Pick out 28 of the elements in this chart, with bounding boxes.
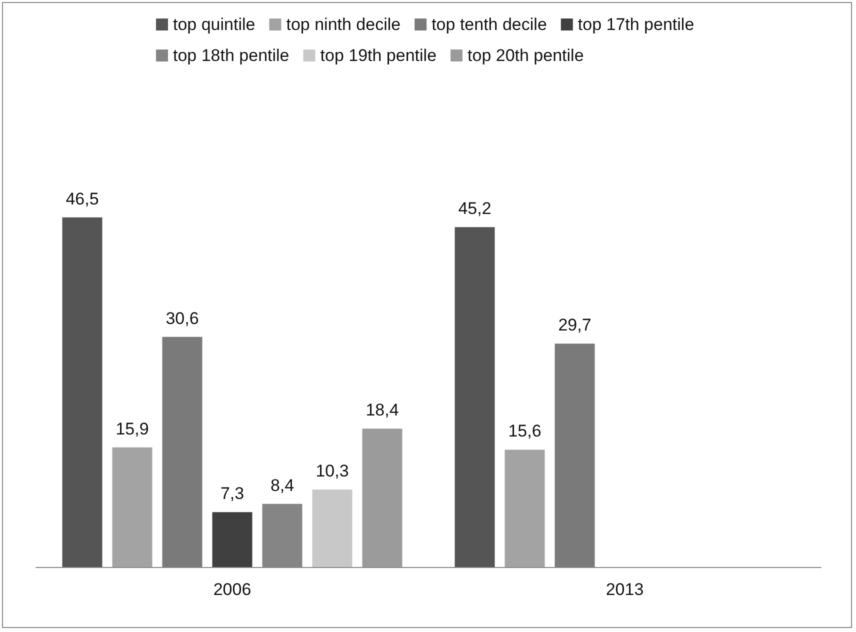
x-tick-label: 2006 <box>213 580 252 599</box>
legend-label: top tenth decile <box>432 15 547 34</box>
bar <box>554 344 595 567</box>
data-label: 7,3 <box>220 484 244 504</box>
legend-label: top 18th pentile <box>173 46 290 65</box>
data-label: 30,6 <box>166 308 199 328</box>
data-label: 46,5 <box>66 189 99 208</box>
data-label: 29,7 <box>558 316 592 335</box>
bar <box>162 336 202 567</box>
bar <box>362 428 402 567</box>
bar <box>454 227 495 567</box>
data-label: 45,2 <box>458 199 492 218</box>
legend-label: top 19th pentile <box>320 46 437 65</box>
bar <box>112 447 152 567</box>
legend-label: top ninth decile <box>286 15 401 34</box>
data-label: 15,9 <box>116 419 149 438</box>
bar <box>504 450 545 567</box>
bar <box>312 490 352 567</box>
data-label: 15,6 <box>508 422 542 441</box>
data-label: 10,3 <box>316 462 349 481</box>
x-tick-label: 2013 <box>606 580 644 599</box>
data-label: 8,4 <box>270 476 294 495</box>
bar <box>62 217 102 567</box>
legend-label: top quintile <box>173 15 256 34</box>
legend-label: top 20th pentile <box>468 46 584 65</box>
legend-label: top 17th pentile <box>578 15 694 34</box>
data-label: 18,4 <box>366 400 399 420</box>
bar <box>212 512 252 567</box>
